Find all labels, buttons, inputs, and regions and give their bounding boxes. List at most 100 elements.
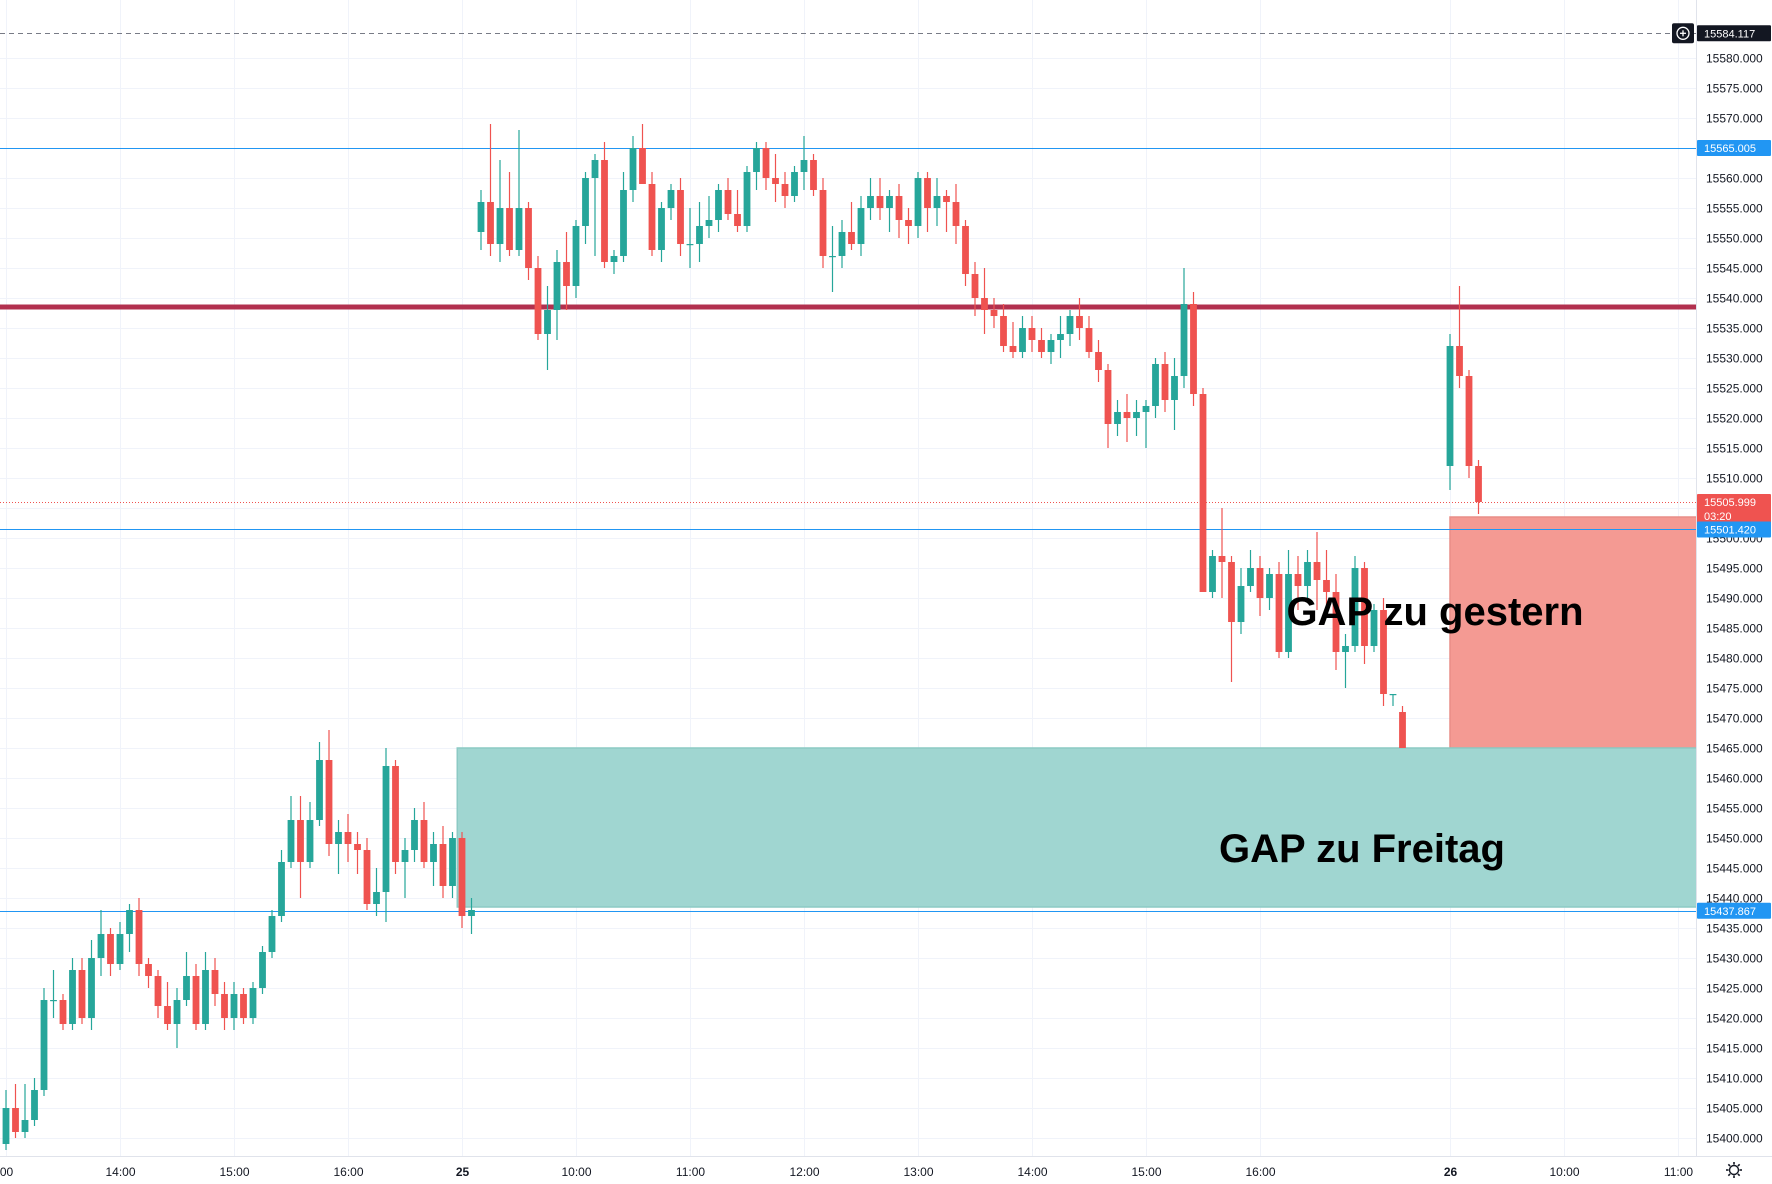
candle-body [1247,568,1254,586]
candle-body [221,994,228,1018]
candle-body [145,964,152,976]
x-tick-label: 15:00 [219,1165,249,1179]
candle-body [582,178,589,226]
settings-gear-icon[interactable] [1726,1162,1742,1178]
candle-body [1057,334,1064,340]
candle-body [12,1108,19,1132]
candle-body [724,190,732,214]
candle-body [1047,340,1055,352]
candle-body [268,916,276,952]
candle-body [1285,574,1292,652]
candle-body [40,1000,48,1090]
price-tag-value: 15505.999 [1704,497,1756,509]
candle-body [819,190,827,256]
candle-body [1465,376,1473,466]
candle-body [895,196,903,220]
gap-zone-1 [456,747,1772,908]
plus-circle-icon[interactable] [1672,23,1694,44]
candle-body [1275,574,1283,652]
candle-body [563,262,570,286]
candle-body [1361,568,1368,646]
candle-body [382,766,390,892]
price-tag-value: 15584.117 [1704,28,1755,40]
candle-body [848,232,855,244]
candle-body [316,760,323,820]
price-tag-5 [1697,902,1771,919]
time-axis[interactable]: 00 14:00 15:00 16:00 25 10:00 11:00 12:00 13:00 1… [0,1156,1772,1180]
y-tick-label: 15415.000 [1706,1042,1763,1056]
candle-body [259,952,266,988]
price-tag-value: 15437.867 [1704,906,1756,918]
candle-body [1190,304,1197,394]
y-tick-label: 15475.000 [1706,682,1763,696]
candle-body [97,934,105,958]
candle-body [1228,562,1235,622]
candle-body [183,976,190,1000]
y-tick-label: 15490.000 [1706,592,1763,606]
y-tick-label: 15510.000 [1706,472,1763,486]
y-tick-label: 15450.000 [1706,832,1763,846]
y-tick-label: 15480.000 [1706,652,1763,666]
candle-body [135,910,143,964]
candle-body [192,976,200,1024]
candle-body [1066,316,1074,334]
candle-body [1304,562,1311,586]
candle-body [1180,304,1188,376]
candle-body [1332,592,1340,652]
candle-body [325,760,333,844]
y-tick-label: 15545.000 [1706,262,1763,276]
price-tag-4 [1697,521,1771,538]
candle-body [411,820,418,850]
candle-body [525,208,532,268]
candle-body [69,970,76,1024]
candle-body [677,190,684,244]
candle-body [933,196,941,208]
x-tick-label: 14:00 [105,1165,135,1179]
candle-body [420,820,428,862]
candle-body [1076,316,1083,328]
candle-body [344,832,352,844]
candle-body [1313,562,1321,580]
candle-body [116,934,124,964]
y-tick-label: 15455.000 [1706,802,1763,816]
candle-body [829,256,836,258]
candle-body [1019,328,1026,352]
candle-body [1380,610,1387,694]
candle-body [1342,646,1349,652]
candle-body [857,208,865,244]
candle-body [515,208,523,250]
candle-body [800,160,808,172]
axis-icons[interactable] [1672,23,1742,1178]
candle-body [534,268,542,334]
price-axis[interactable]: 15580.00015575.00015570.00015565.0001556… [1696,0,1772,1184]
candle-body [781,184,789,196]
candle-body [297,820,304,862]
y-tick-label: 15520.000 [1706,412,1763,426]
y-tick-label: 15470.000 [1706,712,1763,726]
y-tick-label: 15495.000 [1706,562,1763,576]
candle-body [867,196,874,208]
settings-gear-ring [1728,1164,1740,1176]
y-tick-label: 15530.000 [1706,352,1763,366]
x-tick-label: 11:00 [1664,1165,1693,1179]
price-tag-0 [1697,25,1771,42]
candle-body [696,226,703,244]
candle-body [990,310,998,316]
x-tick-label: 12:00 [789,1165,819,1179]
candle-body [1028,328,1036,340]
y-tick-label: 15550.000 [1706,232,1763,246]
candle-body [753,148,760,172]
candle-body [658,208,665,250]
y-tick-label: 15400.000 [1706,1132,1763,1146]
y-tick-label: 15570.000 [1706,112,1763,126]
price-axis-panel [1696,0,1772,1184]
y-tick-label: 15580.000 [1706,52,1763,66]
candle-body [772,178,779,184]
candle-body [306,820,314,862]
x-tick-label: 14:00 [1017,1165,1047,1179]
y-tick-label: 15410.000 [1706,1072,1763,1086]
candle-body [620,190,627,256]
candle-body [278,862,285,916]
